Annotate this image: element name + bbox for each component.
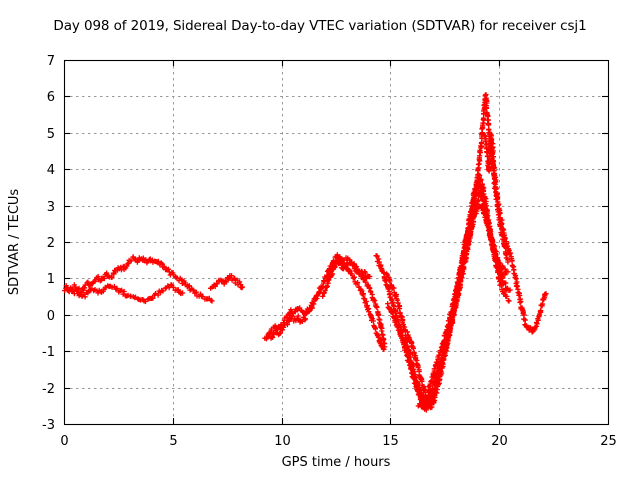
y-tick-label: 6 bbox=[47, 90, 55, 105]
y-tick-label: -1 bbox=[42, 345, 55, 360]
y-tick-label: -2 bbox=[42, 382, 55, 397]
x-tick-label: 20 bbox=[491, 434, 508, 449]
y-tick-label: 4 bbox=[47, 163, 55, 178]
x-tick-label: 0 bbox=[60, 434, 68, 449]
grid-lines bbox=[64, 60, 608, 424]
y-tick-label: 0 bbox=[47, 309, 55, 324]
y-tick-label: 2 bbox=[47, 236, 55, 251]
x-tick-labels: 0 5 10 15 20 25 bbox=[60, 434, 616, 449]
y-tick-labels: -3 -2 -1 0 1 2 3 4 5 6 7 bbox=[42, 54, 55, 433]
x-tick-label: 15 bbox=[382, 434, 399, 449]
y-axis-title: SDTVAR / TECUs bbox=[7, 189, 22, 296]
y-tick-label: 1 bbox=[47, 272, 55, 287]
x-axis-title: GPS time / hours bbox=[282, 455, 391, 470]
plot-frame bbox=[63, 59, 610, 426]
x-tick-label: 10 bbox=[274, 434, 291, 449]
y-tick-label: 7 bbox=[47, 54, 55, 69]
scatter-marker-layer bbox=[62, 92, 549, 413]
x-tick-label: 5 bbox=[169, 434, 177, 449]
y-tick-label: 5 bbox=[47, 127, 55, 142]
y-tick-label: -3 bbox=[42, 418, 55, 433]
y-tick-label: 3 bbox=[47, 200, 55, 215]
data-points bbox=[62, 92, 549, 413]
x-tick-label: 25 bbox=[600, 434, 617, 449]
page-title: Day 098 of 2019, Sidereal Day-to-day VTE… bbox=[53, 18, 587, 34]
